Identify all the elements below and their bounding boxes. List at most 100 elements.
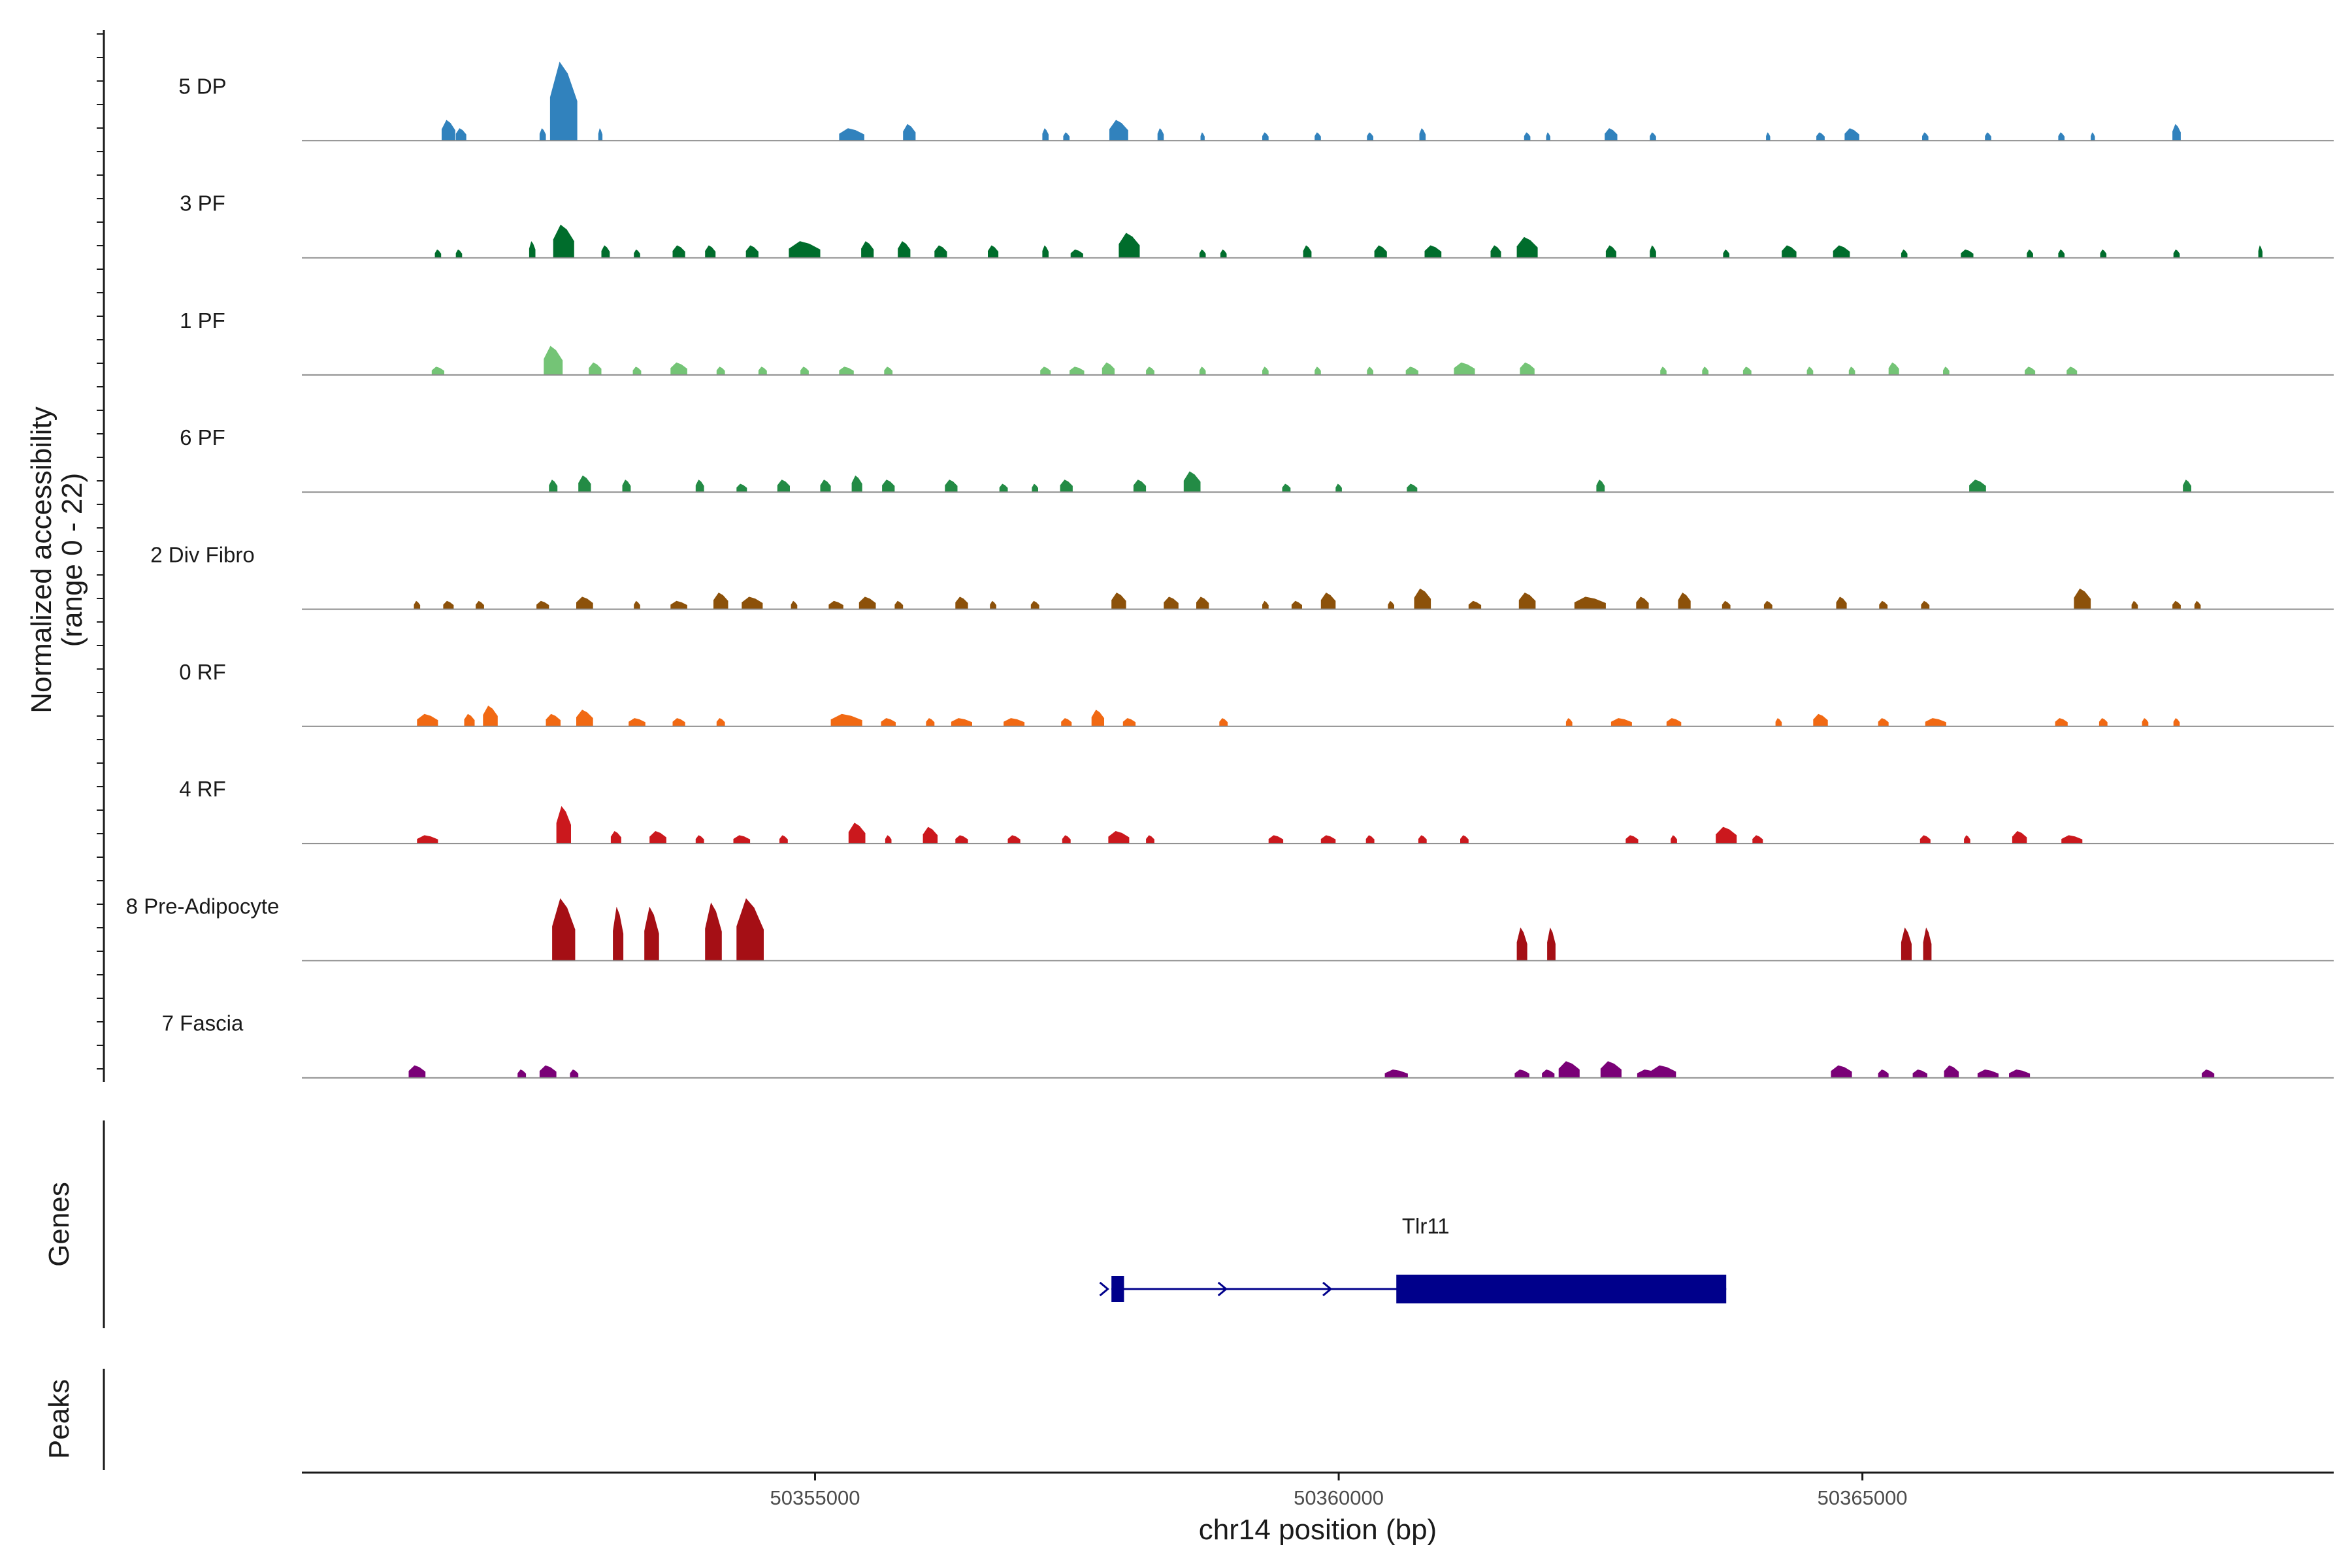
coverage-peak (1091, 710, 1104, 727)
coverage-peak (848, 823, 866, 844)
coverage-peak (789, 241, 821, 258)
coverage-peak (1901, 249, 1908, 258)
coverage-peak (442, 120, 455, 141)
coverage-peak (2173, 718, 2180, 727)
coverage-peak (923, 826, 938, 844)
coverage-peak (1468, 600, 1482, 610)
coverage-peak (1384, 1070, 1408, 1078)
coverage-peak (926, 718, 935, 727)
genes-track-title: Genes (43, 1182, 75, 1267)
coverage-peak (1524, 132, 1531, 141)
coverage-peak (1650, 1065, 1676, 1078)
x-axis-title: chr14 position (bp) (1199, 1514, 1437, 1546)
track-label: 4 RF (179, 777, 226, 801)
coverage-peak (570, 1070, 579, 1078)
coverage-peak (1964, 835, 1970, 844)
coverage-peak (1367, 132, 1373, 141)
coverage-peak (417, 835, 438, 844)
coverage-peak (529, 241, 536, 258)
coverage-peak (1004, 718, 1025, 727)
coverage-peak (1660, 367, 1667, 375)
coverage-peak (1879, 600, 1888, 610)
track-1-pf: 1 PF (180, 308, 2334, 376)
coverage-peak (1775, 718, 1782, 727)
coverage-peak (705, 245, 716, 258)
coverage-peak (2091, 132, 2095, 141)
track-label: 6 PF (180, 425, 225, 449)
coverage-peak (455, 249, 463, 258)
coverage-peak (1985, 132, 1991, 141)
coverage-peak (1419, 128, 1426, 141)
coverage-peak (670, 600, 687, 610)
coverage-peak (2100, 249, 2107, 258)
coverage-peak (2173, 249, 2180, 258)
coverage-peak (2183, 480, 2191, 493)
coverage-peak (539, 128, 546, 141)
coverage-peak (1766, 132, 1771, 141)
coverage-peak (1108, 831, 1130, 844)
track-0-rf: 0 RF (179, 660, 2334, 727)
track-5-dp: 5 DP (178, 61, 2334, 142)
coverage-peak (955, 596, 968, 610)
coverage-peak (1133, 480, 1147, 493)
coverage-peak (649, 831, 666, 844)
coverage-tracks: 5 DP 3 PF 1 PF 6 PF 2 Div Fibro 0 RF 4 RF 8 Pre… (126, 61, 2334, 1079)
coverage-peak (1199, 367, 1206, 375)
coverage-peak (1070, 249, 1083, 258)
coverage-peak (1320, 593, 1336, 610)
gene-exon (1396, 1275, 1727, 1303)
coverage-peak (634, 600, 640, 610)
coverage-peak (1268, 835, 1284, 844)
track-4-rf: 4 RF (179, 777, 2334, 845)
coverage-peak (1716, 826, 1737, 844)
coverage-peak (1919, 835, 1931, 844)
coverage-peak (945, 480, 958, 493)
coverage-peak (1374, 245, 1387, 258)
coverage-peak (483, 706, 498, 727)
coverage-peak (1196, 596, 1209, 610)
coverage-peak (1063, 132, 1070, 141)
coverage-peak (1558, 1061, 1580, 1078)
coverage-peak (1782, 245, 1797, 258)
coverage-peak (1407, 483, 1418, 493)
coverage-peak (1763, 600, 1772, 610)
coverage-peak (820, 480, 831, 493)
coverage-peak (414, 600, 421, 610)
coverage-peak (695, 835, 704, 844)
coverage-peak (549, 480, 558, 493)
coverage-peak (1042, 128, 1049, 141)
track-7-fascia: 7 Fascia (162, 1011, 2334, 1079)
coverage-peak (1650, 245, 1656, 258)
coverage-peak (613, 906, 624, 961)
coverage-peak (1547, 927, 1556, 961)
gene-label: Tlr11 (1402, 1214, 1450, 1238)
coverage-peak (1460, 835, 1469, 844)
coverage-peak (576, 710, 593, 727)
coverage-peak (455, 128, 466, 141)
coverage-peak (716, 718, 725, 727)
coverage-peak (2172, 600, 2181, 610)
coverage-peak (733, 835, 751, 844)
coverage-peak (1062, 835, 1071, 844)
track-label: 3 PF (180, 191, 225, 216)
coverage-peak (745, 245, 759, 258)
coverage-peak (2074, 588, 2091, 610)
coverage-peak (1424, 245, 1442, 258)
coverage-peak (1723, 249, 1729, 258)
x-tick-label: 50360000 (1294, 1486, 1384, 1509)
coverage-peak (556, 806, 571, 844)
coverage-peak (1164, 596, 1179, 610)
coverage-peak (544, 346, 563, 375)
coverage-peak (1388, 600, 1394, 610)
coverage-peak (742, 596, 763, 610)
coverage-peak (552, 898, 576, 961)
coverage-peak (1516, 927, 1527, 961)
coverage-peak (1102, 362, 1115, 375)
coverage-peak (2009, 1070, 2031, 1078)
coverage-peak (1262, 132, 1269, 141)
strand-arrow (1099, 1281, 1109, 1297)
coverage-peak (589, 362, 602, 375)
coverage-peak (1943, 367, 1950, 375)
coverage-peak (2202, 1070, 2215, 1078)
track-8-pre-adipocyte: 8 Pre-Adipocyte (126, 894, 2334, 962)
